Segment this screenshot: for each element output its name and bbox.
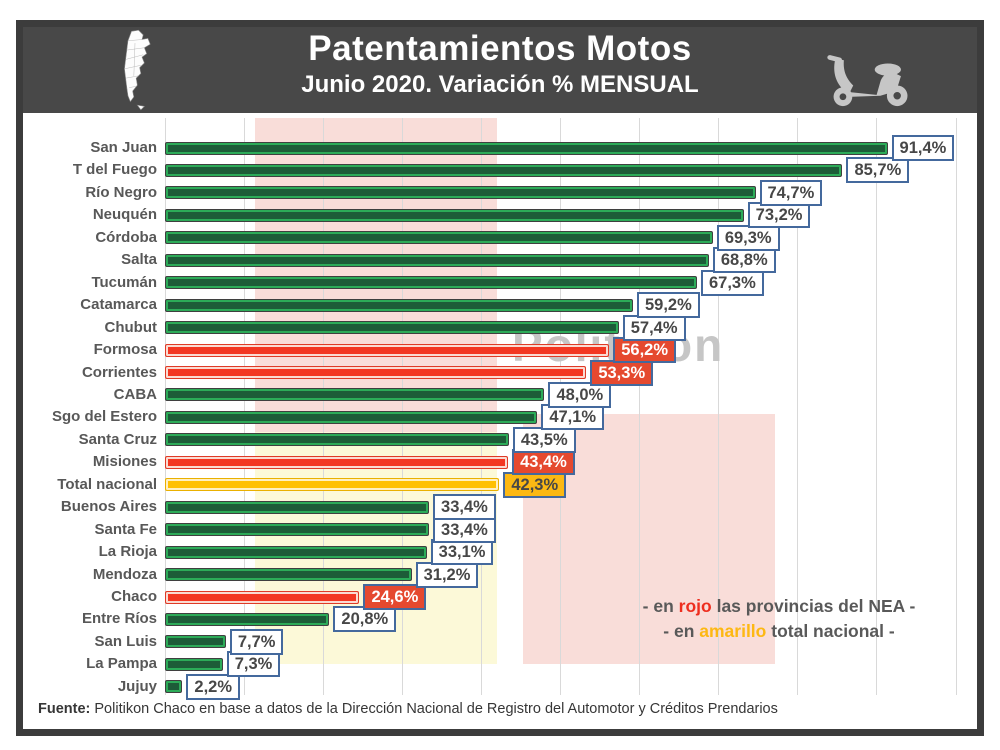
bar xyxy=(165,366,587,379)
category-label: Misiones xyxy=(92,453,157,471)
category-label: Tucumán xyxy=(91,273,157,291)
value-label: 67,3% xyxy=(701,269,764,296)
value-label: 33,4% xyxy=(433,516,496,543)
value-label: 53,3% xyxy=(590,359,654,386)
value-label: 20,8% xyxy=(333,606,397,633)
value-label: 48,0% xyxy=(548,381,612,408)
bar xyxy=(165,298,633,312)
legend-note-line1: - en rojo las provincias del NEA - xyxy=(642,596,916,616)
value-label: 43,5% xyxy=(512,426,576,453)
legend-note-line2: - en amarillo total nacional - xyxy=(663,621,895,641)
value-label: 68,8% xyxy=(712,247,776,274)
bar xyxy=(165,523,430,537)
value-label: 31,2% xyxy=(415,561,479,588)
category-label: Entre Ríos xyxy=(81,610,157,628)
value-label: 91,4% xyxy=(891,135,955,161)
bar xyxy=(165,478,500,492)
chart-subtitle: Junio 2020. Variación % MENSUAL xyxy=(301,71,699,98)
gridline xyxy=(402,118,404,695)
value-label: 59,2% xyxy=(636,292,700,319)
bar xyxy=(165,657,223,671)
gridline xyxy=(876,118,878,695)
bar xyxy=(165,163,843,177)
category-label: Formosa xyxy=(93,341,157,359)
bar xyxy=(165,410,538,424)
value-label: 74,7% xyxy=(759,179,823,206)
bar xyxy=(165,388,545,402)
category-label: La Rioja xyxy=(98,543,157,561)
value-label: 43,4% xyxy=(512,449,575,476)
category-label: San Juan xyxy=(90,139,157,156)
argentina-map-icon xyxy=(110,29,160,116)
value-label: 69,3% xyxy=(716,224,780,251)
gridline xyxy=(481,118,483,695)
bar xyxy=(165,455,509,469)
value-label: 85,7% xyxy=(846,157,910,184)
source-text: Politikon Chaco en base a datos de la Di… xyxy=(90,701,778,717)
bar xyxy=(165,568,412,582)
bar xyxy=(165,321,619,335)
category-label: Chaco xyxy=(111,588,157,605)
bar xyxy=(165,635,226,649)
value-label: 57,4% xyxy=(622,314,686,341)
bar xyxy=(165,545,427,559)
scooter-icon xyxy=(823,49,919,112)
bar xyxy=(165,433,509,447)
category-label: CABA xyxy=(113,385,157,403)
bar xyxy=(165,680,183,694)
bar xyxy=(165,253,709,267)
value-label: 73,2% xyxy=(747,202,811,229)
legend-amber-word: amarillo xyxy=(699,621,767,641)
gridline xyxy=(323,118,325,695)
gridline xyxy=(165,118,166,695)
gridline xyxy=(955,118,957,695)
source-label: Fuente: xyxy=(38,701,91,717)
category-label: Jujuy xyxy=(117,677,157,695)
value-label: 33,1% xyxy=(430,539,494,566)
value-label: 2,2% xyxy=(186,673,240,700)
category-label: Neuquén xyxy=(92,206,157,224)
category-label: Santa Fe xyxy=(94,520,157,538)
category-label: Total nacional xyxy=(57,475,157,493)
category-label: Corrientes xyxy=(81,363,157,381)
bar xyxy=(165,208,744,222)
category-label: Mendoza xyxy=(92,565,157,583)
bar xyxy=(165,141,888,155)
gridline xyxy=(244,118,246,695)
bar xyxy=(165,186,756,200)
bar xyxy=(165,612,330,626)
value-label: 56,2% xyxy=(613,337,677,364)
source-footer: Fuente: Politikon Chaco en base a datos … xyxy=(38,701,778,717)
value-label: 7,7% xyxy=(229,628,284,655)
legend-red-word: rojo xyxy=(678,596,712,616)
bar xyxy=(165,343,610,357)
legend-note: - en rojo las provincias del NEA - - en … xyxy=(600,594,958,644)
category-label: Catamarca xyxy=(80,296,157,314)
category-label: T del Fuego xyxy=(72,161,157,179)
gridline xyxy=(639,118,641,695)
value-label: 24,6% xyxy=(363,584,427,610)
gridline xyxy=(797,118,799,695)
header: Patentamientos Motos Junio 2020. Variaci… xyxy=(23,27,977,113)
category-label: Chubut xyxy=(104,318,157,336)
bar xyxy=(165,276,697,290)
value-label: 42,3% xyxy=(503,471,567,498)
bar xyxy=(165,231,713,245)
bar xyxy=(165,500,430,514)
category-label: San Luis xyxy=(94,632,157,650)
category-label: La Pampa xyxy=(86,655,157,673)
bar xyxy=(165,590,360,604)
category-label: Sgo del Estero xyxy=(51,408,157,426)
category-label: Río Negro xyxy=(85,183,157,201)
chart-title: Patentamientos Motos xyxy=(308,29,692,68)
category-label: Buenos Aires xyxy=(60,498,157,516)
value-label: 7,3% xyxy=(226,651,281,678)
category-label: Córdoba xyxy=(95,228,157,246)
gridline xyxy=(718,118,720,695)
category-label: Santa Cruz xyxy=(78,430,157,448)
value-label: 33,4% xyxy=(433,494,496,521)
value-label: 47,1% xyxy=(541,404,605,431)
category-label: Salta xyxy=(121,251,157,269)
